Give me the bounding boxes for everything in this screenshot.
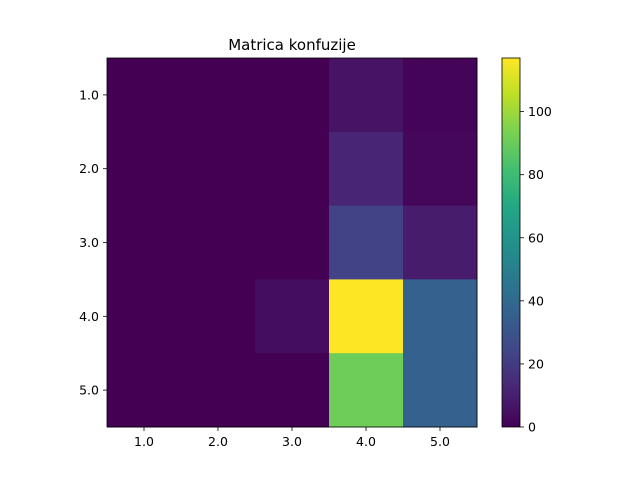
- heatmap-cell-r1-c2: [181, 58, 256, 133]
- x-tick-label: 1.0: [134, 434, 154, 449]
- heatmap-cell-r3-c2: [181, 205, 256, 280]
- heatmap-cell-r4-c5: [403, 279, 478, 354]
- heatmap-cell-r4-c4: [329, 279, 404, 354]
- x-tick-label: 2.0: [208, 434, 228, 449]
- colorbar-gradient: [502, 58, 520, 427]
- x-tick-label: 3.0: [282, 434, 302, 449]
- heatmap-cell-r2-c3: [255, 131, 330, 207]
- heatmap-cell-r1-c4: [329, 58, 404, 133]
- heatmap-cell-r3-c3: [255, 205, 330, 280]
- heatmap-cell-r1-c5: [403, 58, 478, 133]
- colorbar: 0 20 40 60 80 100: [501, 57, 552, 435]
- heatmap-cell-r2-c4: [329, 131, 404, 207]
- heatmap-cell-r3-c1: [107, 205, 182, 280]
- heatmap-cell-r1-c3: [255, 58, 330, 133]
- colorbar-tick-label: 40: [528, 293, 544, 308]
- heatmap-cell-r5-c5: [403, 353, 478, 428]
- colorbar-tick-label: 60: [528, 230, 544, 245]
- heatmap-cell-r4-c1: [107, 279, 182, 354]
- y-tick-label: 4.0: [79, 309, 99, 324]
- colorbar-tick-label: 20: [528, 356, 544, 371]
- x-axis: 1.0 2.0 3.0 4.0 5.0: [134, 427, 450, 449]
- x-tick-label: 5.0: [430, 434, 450, 449]
- heatmap-cell-r5-c1: [107, 353, 182, 428]
- y-tick-label: 2.0: [79, 161, 99, 176]
- heatmap-cell-r2-c5: [403, 131, 478, 207]
- heatmap-cell-r5-c2: [181, 353, 256, 428]
- heatmap-cell-r4-c2: [181, 279, 256, 354]
- colorbar-tick-label: 0: [528, 420, 536, 435]
- heatmap-cell-r5-c3: [255, 353, 330, 428]
- y-tick-label: 1.0: [79, 87, 99, 102]
- y-tick-label: 5.0: [79, 383, 99, 398]
- heatmap-cell-r5-c4: [329, 353, 404, 428]
- chart-title: Matrica konfuzije: [228, 36, 356, 54]
- heatmap-cell-r1-c1: [107, 58, 182, 133]
- heatmap-cells: [107, 58, 478, 428]
- x-tick-label: 4.0: [356, 434, 376, 449]
- heatmap-cell-r2-c2: [181, 131, 256, 207]
- colorbar-tick-label: 100: [528, 104, 552, 119]
- y-tick-label: 3.0: [79, 235, 99, 250]
- heatmap-cell-r4-c3: [255, 279, 330, 354]
- heatmap-cell-r2-c1: [107, 131, 182, 207]
- colorbar-frame: [501, 57, 521, 428]
- heatmap-cell-r3-c4: [329, 205, 404, 280]
- y-axis: 1.0 2.0 3.0 4.0 5.0: [79, 87, 107, 398]
- colorbar-tick-label: 80: [528, 167, 544, 182]
- heatmap-cell-r3-c5: [403, 205, 478, 280]
